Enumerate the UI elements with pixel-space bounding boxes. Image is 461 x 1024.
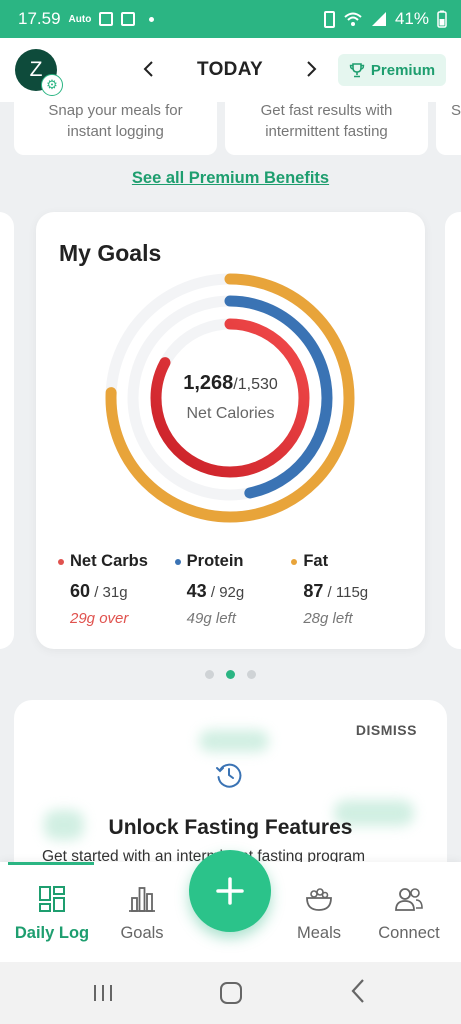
active-tab-indicator xyxy=(8,862,94,865)
my-goals-card[interactable]: My Goals 1,268/1,530 Net Calories Net Ca… xyxy=(36,212,425,649)
pager-dot-active[interactable] xyxy=(226,670,235,679)
next-day-button[interactable] xyxy=(306,58,318,84)
calories-ring xyxy=(150,318,310,478)
fasting-promo-card[interactable]: DISMISS Unlock Fasting Features Get star… xyxy=(14,700,447,870)
tab-connect[interactable]: Connect xyxy=(361,884,457,943)
carousel-pager xyxy=(0,670,461,679)
goals-rings xyxy=(105,273,355,523)
decorative-blur xyxy=(199,730,269,752)
more-notifications-icon xyxy=(149,16,155,22)
fasting-title: Unlock Fasting Features xyxy=(108,816,353,839)
macro-name: Net Carbs xyxy=(70,552,148,570)
gallery-notification-icon xyxy=(99,12,114,26)
tab-label: Goals xyxy=(120,924,164,942)
macro-name: Protein xyxy=(186,552,244,570)
next-goal-card[interactable] xyxy=(445,212,461,649)
system-nav-bar xyxy=(0,962,461,1024)
app-header: Z ⚙ TODAY Premium xyxy=(0,38,461,102)
chevron-left-icon xyxy=(143,61,153,77)
chevron-right-icon xyxy=(307,61,317,77)
macro-status: 29g over xyxy=(70,610,129,627)
macro-fat: Fat 87 / 115g 28g left xyxy=(291,552,408,627)
home-icon[interactable] xyxy=(220,982,242,1004)
tab-meals[interactable]: Meals xyxy=(271,884,367,943)
pager-dot[interactable] xyxy=(205,670,214,679)
macro-goal: / 92g xyxy=(206,584,245,601)
fasting-history-icon xyxy=(216,763,242,788)
macro-protein: Protein 43 / 92g 49g left xyxy=(174,552,292,627)
recent-apps-icon[interactable] xyxy=(92,984,114,1002)
decorative-blur xyxy=(334,800,414,826)
premium-button[interactable]: Premium xyxy=(338,54,446,86)
status-time: 17.59 xyxy=(18,9,61,28)
protein-ring xyxy=(127,295,333,501)
previous-goal-card[interactable] xyxy=(0,212,14,649)
gear-icon: ⚙ xyxy=(41,74,63,96)
macro-value: 60 xyxy=(70,581,91,601)
plus-icon xyxy=(216,877,244,905)
wifi-icon xyxy=(344,12,362,26)
battery-percent: 41% xyxy=(394,9,429,28)
tab-daily-log[interactable]: Daily Log xyxy=(4,884,100,943)
macro-net-carbs: Net Carbs 60 / 31g 29g over xyxy=(58,552,175,627)
carbs-dot-icon xyxy=(58,558,64,565)
battery-icon xyxy=(437,10,447,28)
macro-value: 43 xyxy=(186,581,207,601)
benefit-line: Get fast results with xyxy=(260,102,393,119)
status-indicator-text: Auto xyxy=(68,13,92,25)
premium-label: Premium xyxy=(370,61,436,79)
benefit-card-fasting[interactable]: Get fast results with intermittent fasti… xyxy=(225,100,428,155)
fasting-subtitle: Get started with an intermittent fasting… xyxy=(42,848,366,865)
pager-dot[interactable] xyxy=(247,670,256,679)
tab-label: Meals xyxy=(296,924,341,942)
avatar-initial: Z xyxy=(29,58,43,81)
trophy-icon xyxy=(349,63,365,78)
salad-bowl-icon xyxy=(306,888,332,911)
signal-icon xyxy=(371,12,386,26)
calories-goal: /1,530 xyxy=(233,376,278,393)
tab-label: Connect xyxy=(378,924,440,942)
fat-ring xyxy=(105,273,355,523)
calories-summary: 1,268/1,530 Net Calories xyxy=(36,372,425,423)
protein-dot-icon xyxy=(174,558,181,565)
battery-saver-icon xyxy=(323,10,335,28)
avatar[interactable]: Z ⚙ xyxy=(15,49,63,96)
daily-log-icon xyxy=(39,886,65,912)
fat-dot-icon xyxy=(291,558,298,565)
tab-label: Daily Log xyxy=(14,924,90,942)
macro-value: 87 xyxy=(303,581,324,601)
check-notification-icon xyxy=(121,12,136,26)
dismiss-button[interactable]: DISMISS xyxy=(355,722,417,738)
back-icon[interactable] xyxy=(350,978,366,1004)
benefit-card-meal-snap[interactable]: Snap your meals for instant logging xyxy=(14,100,217,155)
bar-chart-icon xyxy=(129,887,155,912)
benefit-line: S xyxy=(450,102,461,119)
previous-day-button[interactable] xyxy=(142,58,154,84)
macro-status: 49g left xyxy=(186,610,236,627)
date-label[interactable]: TODAY xyxy=(197,59,263,80)
add-entry-button[interactable] xyxy=(189,850,271,932)
macro-status: 28g left xyxy=(303,610,353,627)
calories-consumed: 1,268 xyxy=(183,372,234,394)
calories-label: Net Calories xyxy=(186,405,275,422)
benefit-line: instant logging xyxy=(67,123,164,140)
benefit-card-next[interactable]: S xyxy=(436,100,461,155)
see-all-benefits-link[interactable]: See all Premium Benefits xyxy=(131,169,330,187)
benefit-line: intermittent fasting xyxy=(265,123,388,140)
benefit-line: Snap your meals for xyxy=(48,102,183,119)
macros-summary: Net Carbs 60 / 31g 29g over Protein 43 /… xyxy=(58,552,408,627)
decorative-blur xyxy=(44,810,84,840)
goals-title: My Goals xyxy=(59,240,162,266)
people-icon xyxy=(395,888,423,911)
macro-goal: / 31g xyxy=(90,584,128,601)
macro-name: Fat xyxy=(303,552,329,570)
tab-goals[interactable]: Goals xyxy=(94,884,190,943)
status-bar: 17.59 Auto 41% xyxy=(0,0,461,38)
macro-goal: / 115g xyxy=(323,584,369,601)
